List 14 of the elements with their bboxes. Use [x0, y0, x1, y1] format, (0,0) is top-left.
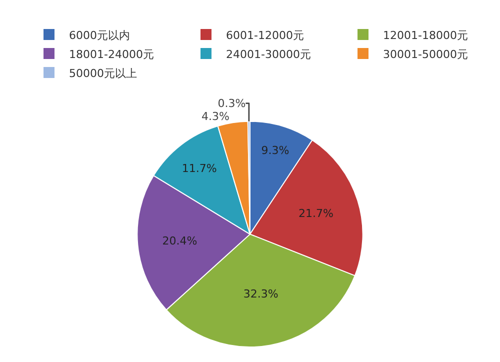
legend-label: 24001-30000元 — [226, 48, 311, 61]
data-label: 4.3% — [202, 110, 230, 123]
data-label: 21.7% — [298, 206, 334, 220]
legend-label: 12001-18000元 — [383, 28, 468, 42]
legend-label: 18001-24000元 — [69, 48, 154, 61]
legend-label: 6001-12000元 — [226, 28, 304, 42]
data-label: 0.3% — [218, 96, 246, 110]
legend-label: 50000元以上 — [69, 66, 137, 80]
data-label: 20.4% — [162, 234, 198, 248]
legend-label: 30001-50000元 — [383, 48, 468, 61]
data-label: 32.3% — [243, 288, 278, 301]
legend-label: 6000元以内 — [69, 28, 130, 42]
data-label: 9.3% — [261, 144, 290, 157]
data-label: 11.7% — [182, 162, 217, 175]
